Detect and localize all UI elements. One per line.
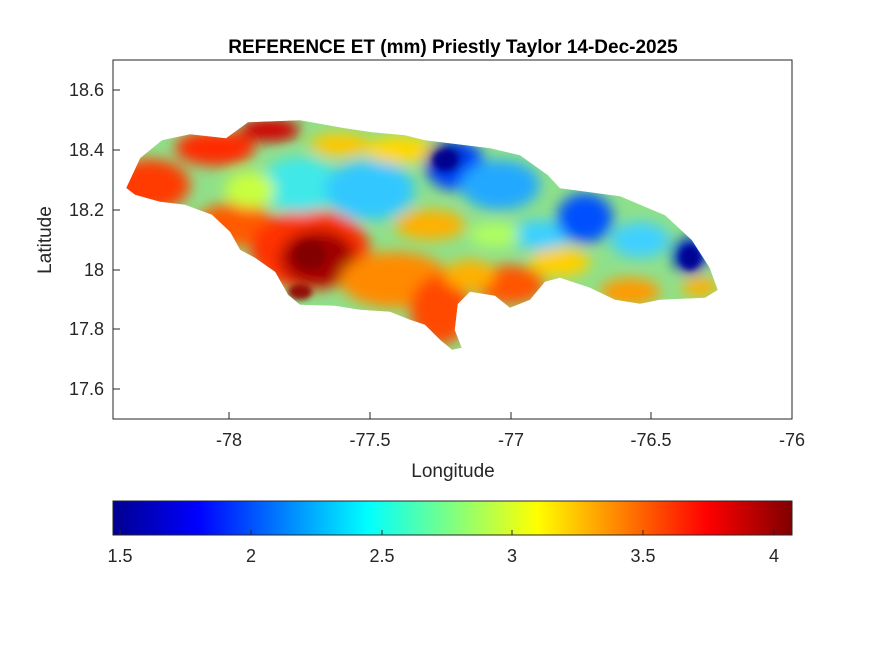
colorbar-tick-label: 3.5: [630, 546, 655, 566]
x-axis: -78 -77.5 -77 -76.5 -76 Longitude: [216, 412, 805, 482]
colorbar-tick-label: 4: [769, 546, 779, 566]
y-tick-label: 17.8: [69, 319, 104, 339]
x-axis-label: Longitude: [411, 461, 494, 482]
y-tick-label: 18: [84, 260, 104, 280]
colorbar-tick-label: 3: [507, 546, 517, 566]
colorbar-tick-label: 1.5: [107, 546, 132, 566]
y-tick-label: 18.2: [69, 200, 104, 220]
x-tick-label: -76.5: [630, 430, 671, 450]
y-tick-label: 18.4: [69, 140, 104, 160]
y-axis-label: Latitude: [35, 206, 56, 274]
colorbar-gradient: [112, 500, 793, 536]
x-tick-label: -77: [498, 430, 524, 450]
colorbar-tick-label: 2: [246, 546, 256, 566]
colorbar-tick-label: 2.5: [369, 546, 394, 566]
y-axis: 17.6 17.8 18 18.2 18.4 18.6 Latitude: [35, 80, 120, 399]
x-tick-label: -77.5: [349, 430, 390, 450]
y-tick-label: 17.6: [69, 379, 104, 399]
x-tick-label: -78: [216, 430, 242, 450]
y-tick-label: 18.6: [69, 80, 104, 100]
x-tick-label: -76: [779, 430, 805, 450]
colorbar: 1.5 2 2.5 3 3.5 4: [107, 500, 793, 566]
chart-title: REFERENCE ET (mm) Priestly Taylor 14-Dec…: [228, 37, 678, 58]
